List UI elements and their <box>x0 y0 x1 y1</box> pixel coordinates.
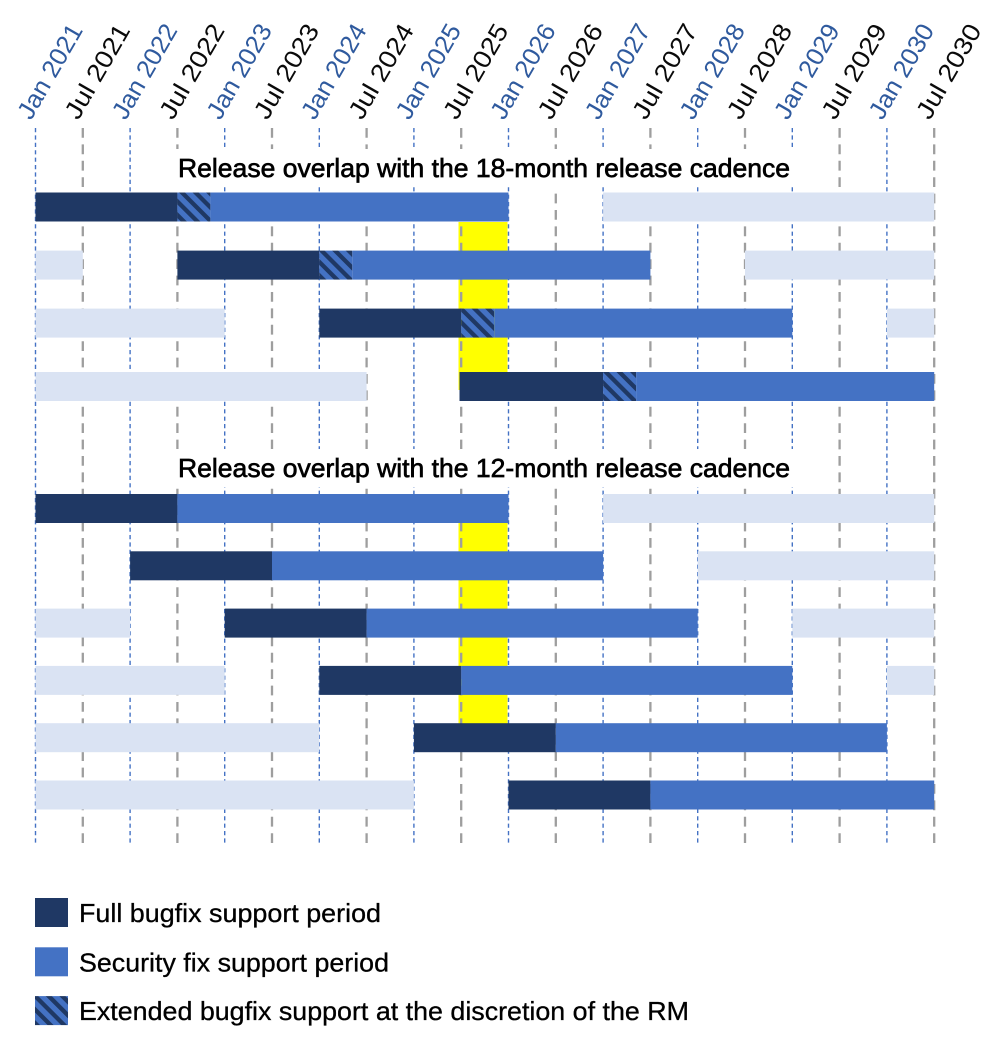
svg-text:Security fix support period: Security fix support period <box>79 947 389 977</box>
svg-text:Full bugfix support period: Full bugfix support period <box>79 898 381 928</box>
svg-text:Extended bugfix support at the: Extended bugfix support at the discretio… <box>79 996 689 1026</box>
svg-text:Release overlap with the 18-mo: Release overlap with the 18-month releas… <box>178 153 790 183</box>
svg-text:Release overlap with the 12-mo: Release overlap with the 12-month releas… <box>178 453 790 483</box>
